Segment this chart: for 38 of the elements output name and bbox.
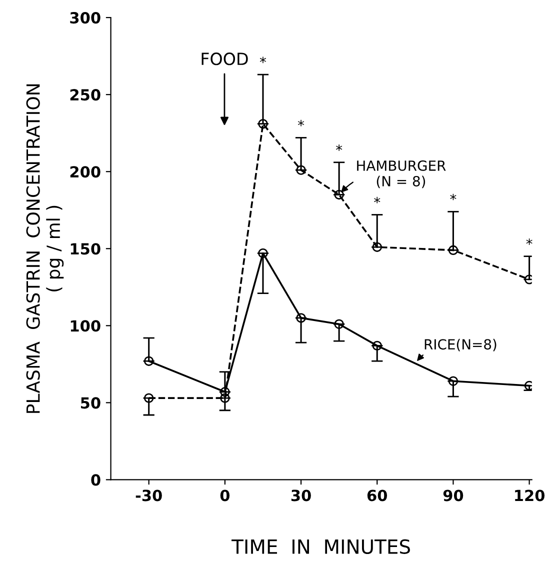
- y-tick-label: 200: [70, 166, 100, 178]
- annotation: *: [526, 238, 532, 245]
- x-tick-label: 90: [443, 490, 464, 502]
- y-tick-label: 150: [70, 243, 100, 255]
- point: [448, 245, 458, 256]
- point: [144, 393, 154, 403]
- y-tick-label: 0: [91, 474, 100, 486]
- x-tick-label: 60: [367, 490, 388, 502]
- series-label: RICE(N=8): [424, 338, 496, 352]
- x-tick-label: 0: [220, 490, 230, 502]
- point: [144, 356, 154, 366]
- annotation: *: [260, 56, 266, 64]
- annotation: FOOD: [202, 52, 248, 66]
- point: [334, 319, 344, 329]
- y-axis-title: PLASMA GASTRIN CONCENTRATION ( pg / ml ): [26, 84, 64, 413]
- y-tick-label: 50: [80, 397, 100, 409]
- annotation: *: [298, 120, 304, 126]
- point: [334, 190, 344, 200]
- point: [220, 387, 230, 397]
- series-label: HAMBURGER (N = 8): [357, 160, 446, 188]
- annotation: *: [450, 194, 456, 200]
- annotation: *: [336, 144, 342, 151]
- point: [258, 248, 268, 258]
- y-tick-label: 250: [70, 89, 100, 101]
- x-tick-label: 120: [515, 490, 545, 502]
- point: [258, 118, 268, 129]
- point: [220, 393, 230, 403]
- annotation: *: [374, 196, 380, 204]
- y-tick-label: 300: [70, 12, 100, 24]
- x-axis-title: TIME IN MINUTES: [232, 539, 410, 554]
- point: [296, 165, 306, 175]
- point: [448, 376, 458, 386]
- point: [372, 340, 382, 351]
- y-tick-label: 100: [70, 320, 100, 332]
- point: [296, 313, 306, 323]
- x-tick-label: -30: [136, 490, 162, 502]
- x-tick-label: 30: [291, 490, 311, 502]
- point: [372, 242, 382, 252]
